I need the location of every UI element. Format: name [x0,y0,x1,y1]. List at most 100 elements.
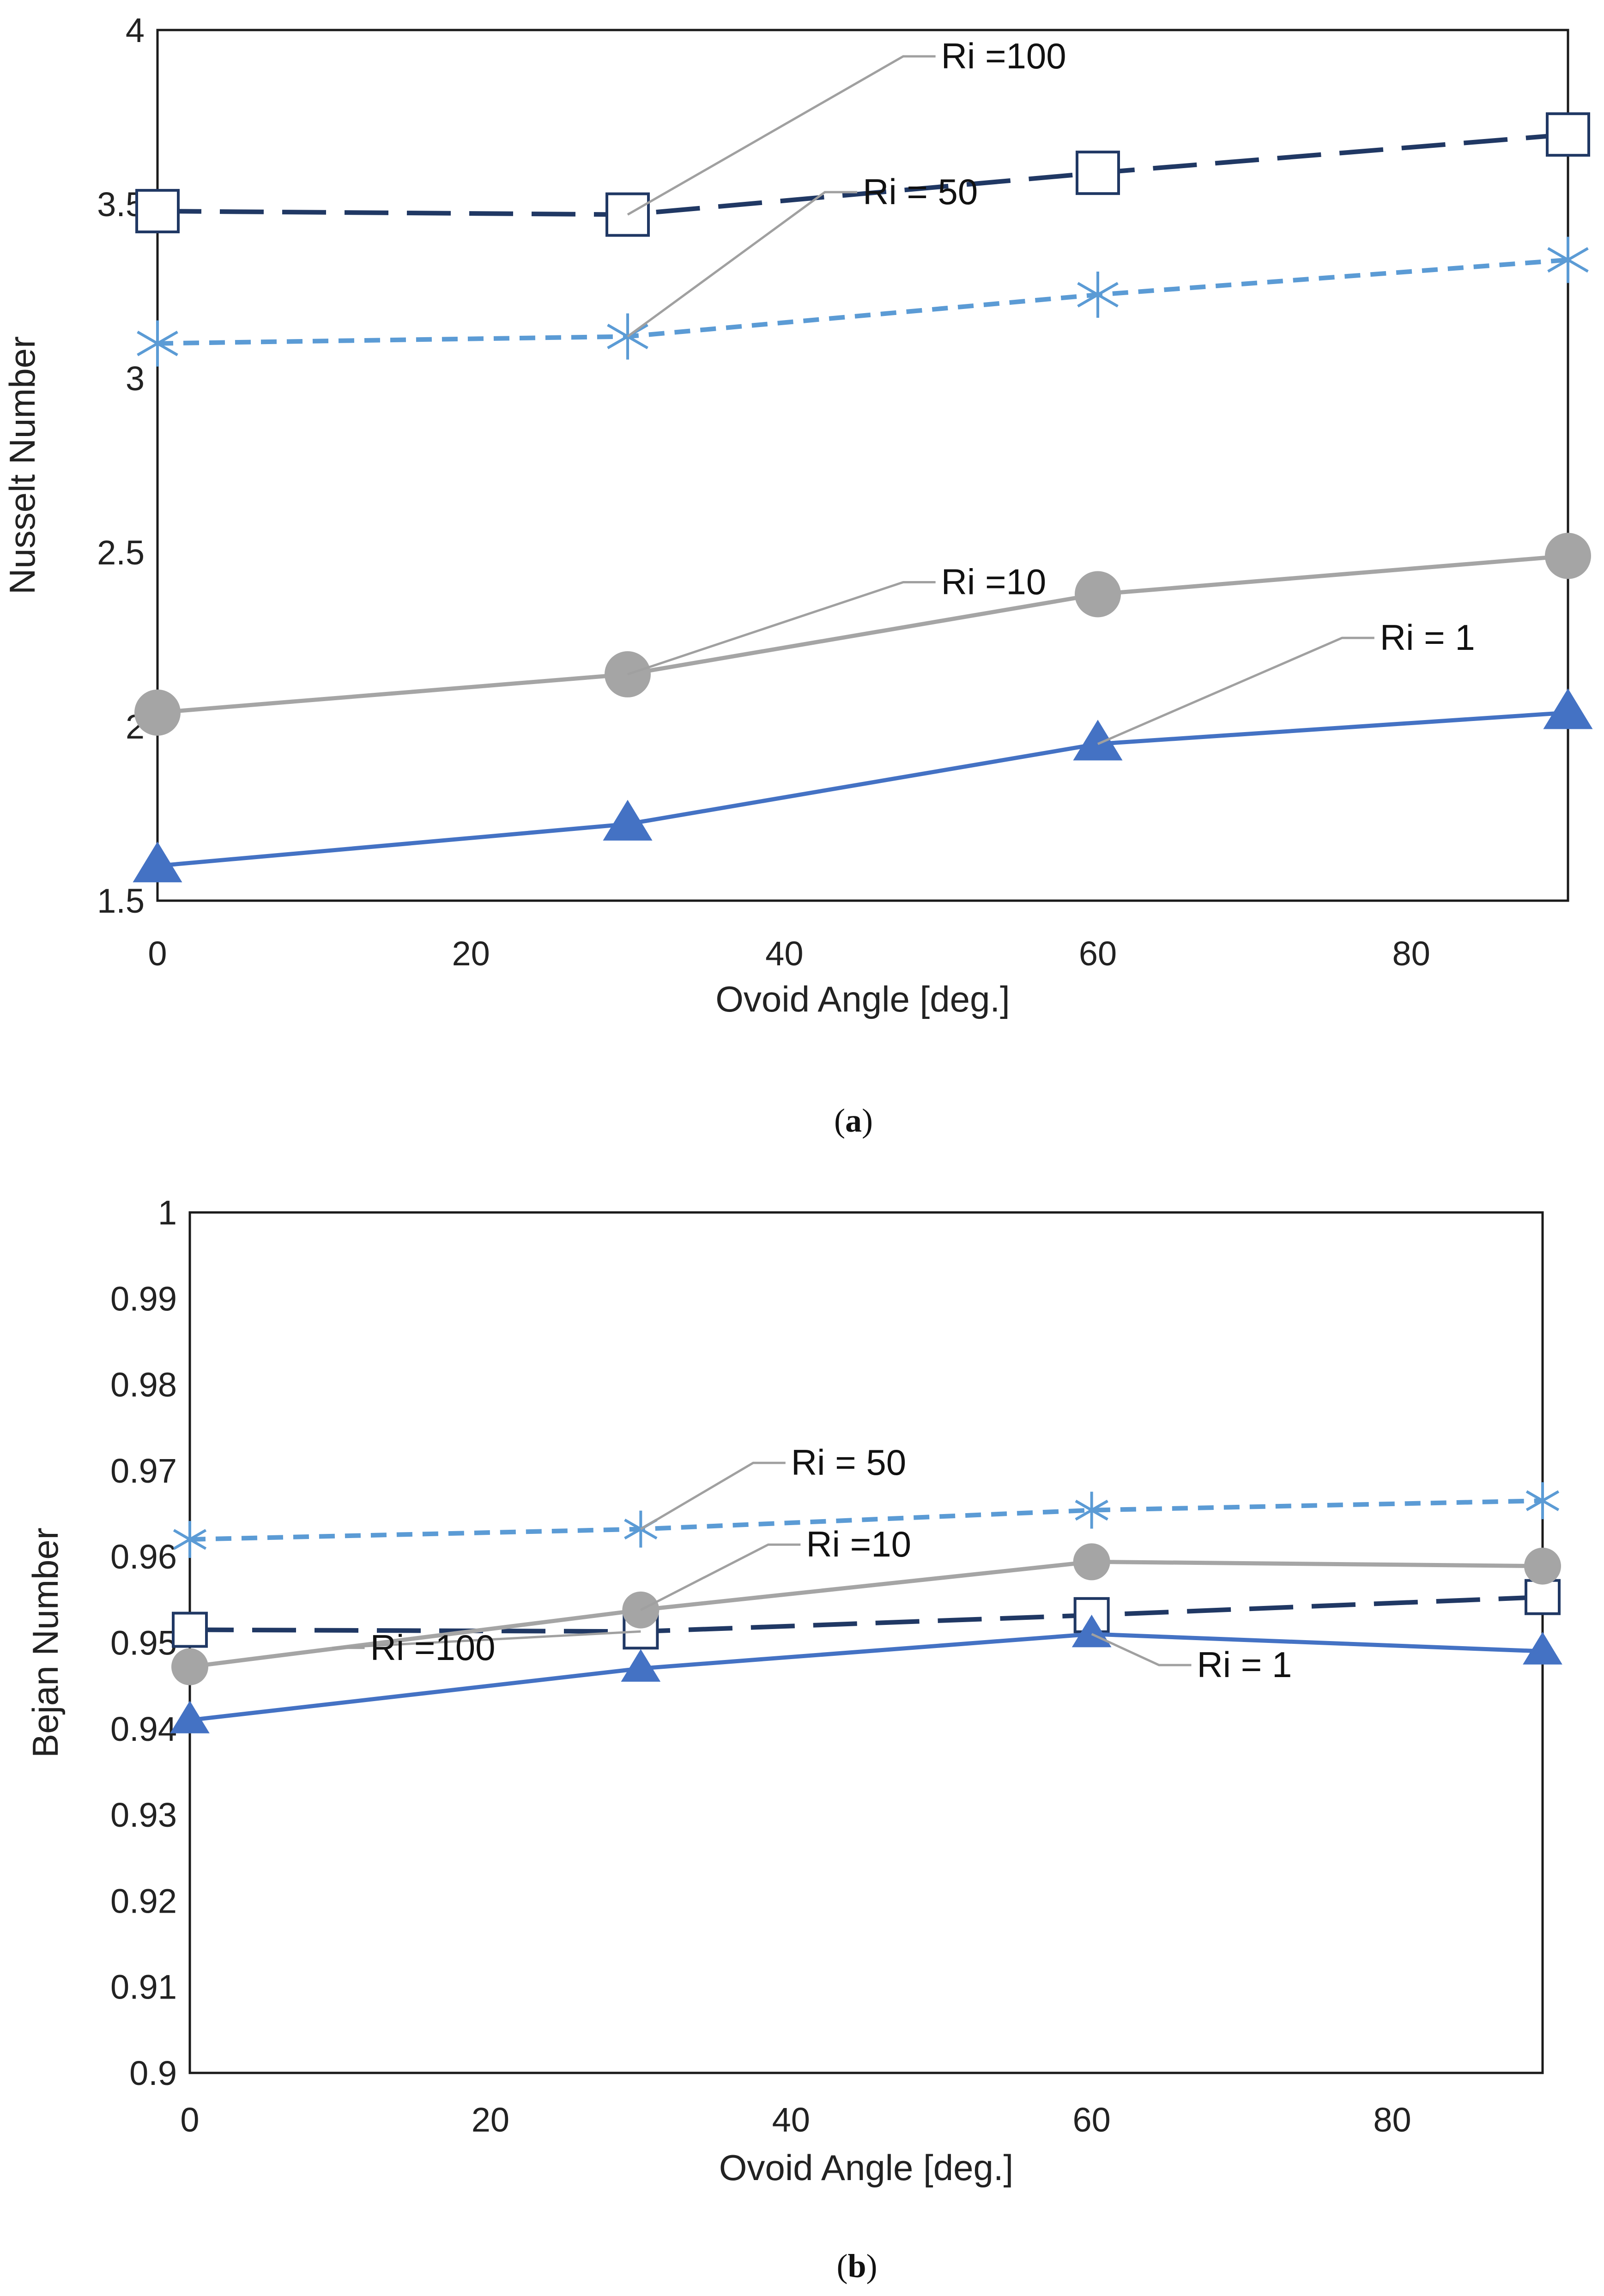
annotation-leader [640,1461,786,1530]
annotation-label: Ri =10 [941,561,1047,602]
data-point [1524,1547,1561,1585]
caption-letter: b [847,2248,866,2284]
data-point [1546,112,1590,157]
annotation: Ri =10 [640,1524,911,1611]
x-tick-label: 60 [1079,934,1117,973]
y-tick-label: 0.92 [110,1882,177,1920]
caption-paren-close: ) [866,2248,878,2284]
y-tick-label: 0.91 [110,1968,177,2006]
data-point [1075,1491,1108,1529]
annotation-label: Ri =100 [370,1627,496,1668]
x-tick-label: 20 [472,2101,509,2139]
annotation: Ri =100 [627,36,1066,216]
data-point [172,1611,208,1648]
x-tick-label: 80 [1392,934,1430,973]
y-tick-label: 0.97 [110,1452,177,1490]
series-ri-1 [170,1614,1562,1733]
annotation: Ri = 1 [1091,1633,1292,1685]
data-point [171,1648,208,1685]
series-line [157,554,1568,715]
x-axis-label: Ovoid Angle [deg.] [715,979,1010,1019]
annotation-label: Ri = 1 [1197,1644,1292,1685]
y-tick-label: 0.99 [110,1279,177,1318]
data-point [1543,688,1593,729]
chart-panel-b: 0.9 0.91 0.92 0.93 0.94 0.95 0.96 0.97 0.98 0.99 1… [25,1193,1562,2284]
data-point [1545,533,1591,579]
series-ri-50 [137,236,1589,367]
annotation-label: Ri =100 [941,36,1066,76]
annotation-label: Ri = 1 [1380,617,1475,658]
data-point [1525,1579,1561,1615]
figure-caption: (b) [836,2248,877,2284]
series-line [157,710,1568,868]
data-point [1523,1632,1562,1665]
x-tick-label: 60 [1073,2101,1111,2139]
data-point [1073,1543,1110,1581]
annotation: Ri =10 [627,561,1047,676]
data-point [603,800,653,841]
annotation-leader [627,55,936,216]
series-ri-100 [135,112,1590,237]
data-point [1077,272,1119,318]
data-point [170,1701,210,1733]
x-tick-label: 20 [452,934,490,973]
annotation: Ri =100 [332,1627,641,1668]
data-point [1076,151,1120,195]
x-tick-label: 0 [148,934,167,973]
series-ri-1 [133,688,1593,883]
data-point [1525,1482,1560,1520]
caption-paren-close: ) [862,1102,873,1139]
figure-caption: (a) [834,1102,873,1139]
annotation-leader [627,581,936,676]
annotation-leader [332,1630,641,1649]
annotation: Ri = 50 [627,171,978,338]
y-tick-label: 1.5 [97,882,145,920]
data-point [135,189,180,234]
x-tick-label: 40 [765,934,803,973]
plot-frame [156,29,1569,902]
caption-paren-open: ( [834,1102,845,1139]
y-tick-label: 1 [158,1193,177,1232]
data-point [133,842,182,883]
data-point [1075,571,1121,618]
y-tick-label: 3 [126,359,145,398]
caption-letter: a [845,1102,862,1139]
data-point [173,1521,207,1558]
y-tick-label: 0.96 [110,1538,177,1576]
x-tick-label: 80 [1373,2101,1411,2139]
series-ri-10 [171,1543,1561,1685]
caption-paren-open: ( [836,2248,847,2284]
x-tick-label: 40 [772,2101,810,2139]
series-line [189,1498,1543,1542]
annotation: Ri = 50 [640,1442,906,1530]
data-point [621,1649,661,1682]
annotation-leader [627,191,857,338]
data-point [1547,236,1589,283]
series-line [157,257,1568,346]
series-line [189,1594,1543,1634]
series-ri-50 [173,1482,1560,1558]
annotation-label: Ri = 50 [791,1442,906,1483]
annotation-leader [640,1543,801,1611]
data-point [137,320,178,367]
y-axis-label: Nusselt Number [2,336,42,594]
y-tick-label: 0.9 [129,2054,177,2092]
data-point [134,689,181,736]
y-tick-label: 4 [126,11,145,49]
y-tick-label: 0.95 [110,1624,177,1662]
y-tick-label: 0.93 [110,1796,177,1834]
x-axis-label: Ovoid Angle [deg.] [719,2147,1013,2188]
annotation-label: Ri =10 [806,1524,911,1564]
y-tick-label: 0.94 [110,1710,177,1748]
annotation-label: Ri = 50 [863,171,978,212]
annotation: Ri = 1 [1097,617,1475,745]
annotation-leader [1091,1633,1192,1666]
series-line [157,132,1568,217]
y-tick-label: 0.98 [110,1366,177,1404]
series-ri-10 [134,533,1591,736]
x-tick-label: 0 [180,2101,199,2139]
series-line [189,1559,1543,1669]
y-tick-label: 2.5 [97,533,145,572]
